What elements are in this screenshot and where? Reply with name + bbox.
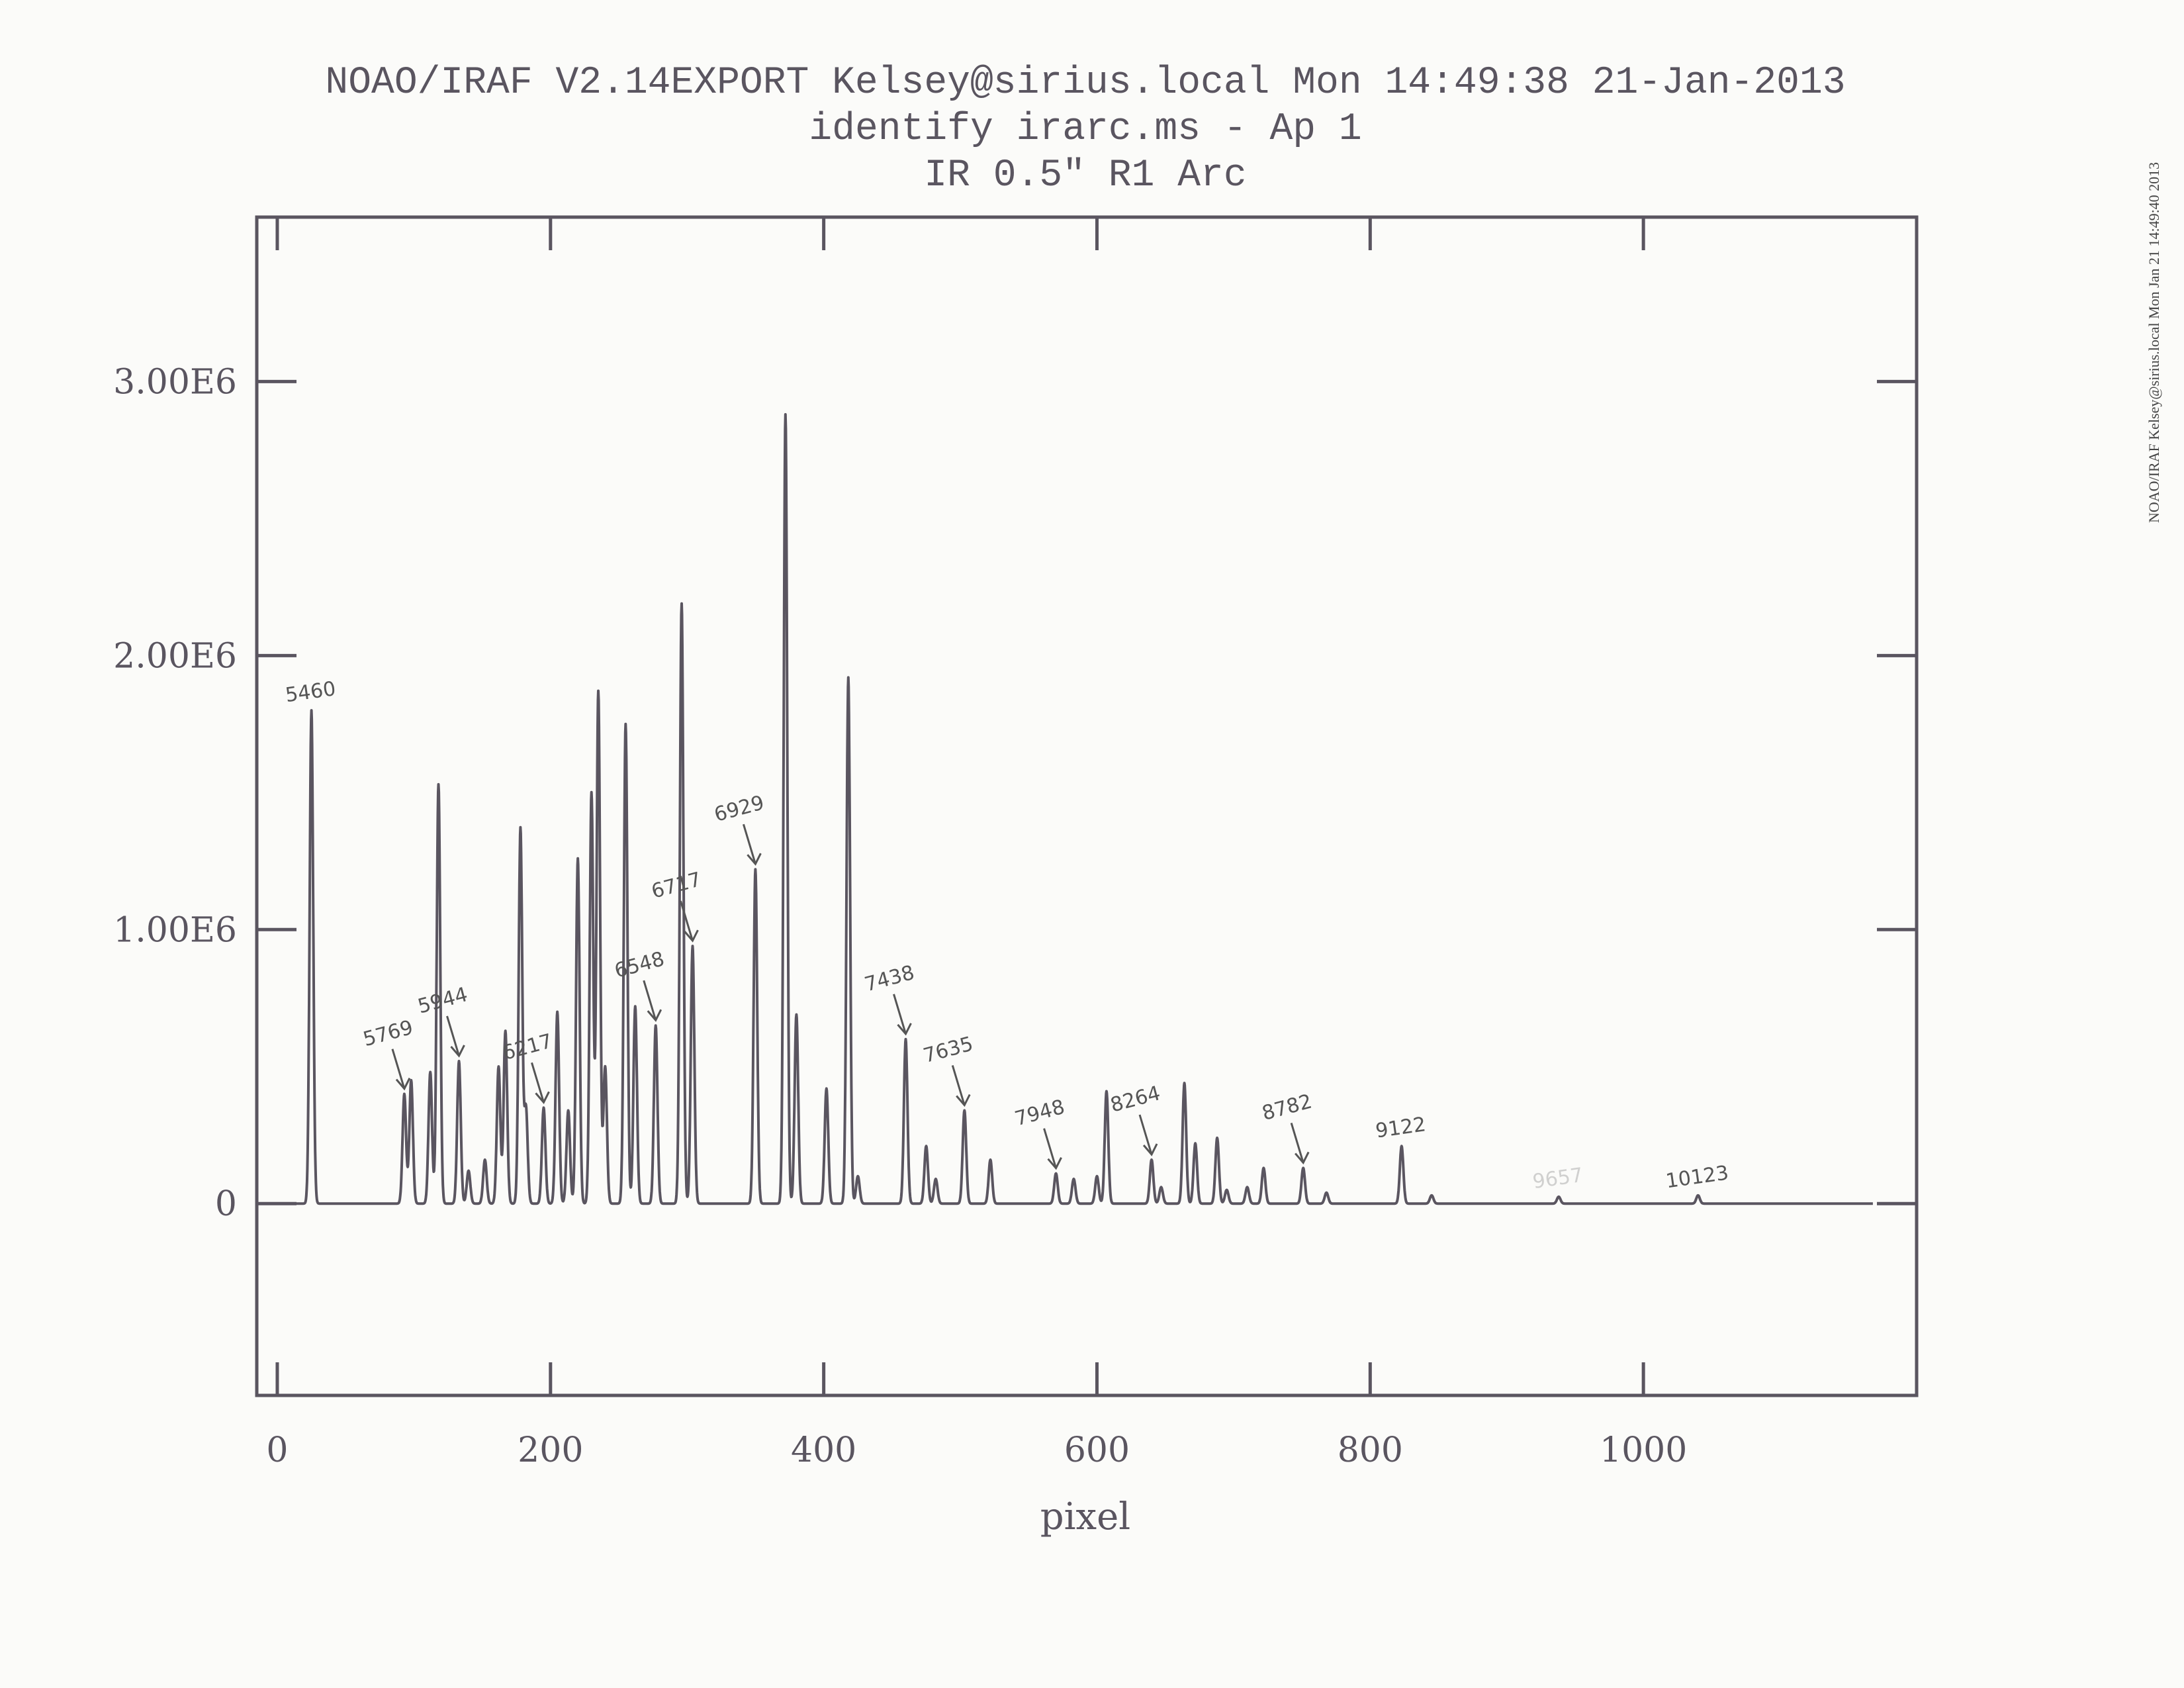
annotation-label: 5460 bbox=[284, 677, 337, 707]
annotation-label: 10123 bbox=[1664, 1161, 1730, 1193]
annotation-arrowhead bbox=[395, 1077, 411, 1091]
annotation-arrowhead bbox=[747, 853, 762, 866]
annotation-label: 9657 bbox=[1531, 1164, 1584, 1194]
line-id-10123: 10123 bbox=[1664, 1161, 1730, 1193]
line-id-8264: 8264 bbox=[1108, 1082, 1163, 1156]
y-tick-label: 2.00E6 bbox=[113, 636, 237, 676]
y-axis-ticks: 0 1.00E6 2.00E6 3.00E6 bbox=[113, 362, 1917, 1224]
annotation-arrowhead bbox=[450, 1045, 465, 1058]
annotation-label: 5944 bbox=[416, 983, 471, 1019]
annotation-label: 5769 bbox=[361, 1016, 416, 1052]
annotation-label: 7635 bbox=[921, 1033, 976, 1068]
annotation-arrow bbox=[446, 1015, 460, 1056]
line-id-7438: 7438 bbox=[862, 961, 917, 1036]
line-id-7948: 7948 bbox=[1013, 1096, 1068, 1170]
annotation-arrowhead bbox=[1295, 1151, 1310, 1165]
line-id-5769: 5769 bbox=[361, 1016, 416, 1091]
line-id-6717: 6717 bbox=[649, 868, 704, 943]
annotation-arrowhead bbox=[535, 1091, 550, 1105]
annotation-arrow bbox=[680, 900, 694, 941]
line-id-6548: 6548 bbox=[612, 947, 667, 1022]
annotation-label: 7438 bbox=[862, 961, 917, 997]
annotation-arrow bbox=[531, 1062, 545, 1103]
annotation-label: 7948 bbox=[1013, 1096, 1068, 1131]
x-tick-label: 800 bbox=[1338, 1430, 1403, 1470]
chart-titles: NOAO/IRAF V2.14EXPORT Kelsey@sirius.loca… bbox=[325, 62, 1845, 197]
line-id-9122: 9122 bbox=[1374, 1113, 1427, 1143]
annotation-arrow bbox=[742, 823, 756, 865]
line-id-8782: 8782 bbox=[1259, 1090, 1314, 1165]
annotation-label: 8264 bbox=[1108, 1082, 1163, 1117]
annotation-arrowhead bbox=[1047, 1157, 1062, 1170]
annotation-arrowhead bbox=[1142, 1143, 1158, 1156]
line-id-5944: 5944 bbox=[416, 983, 471, 1058]
annotation-arrowhead bbox=[684, 929, 699, 943]
spectrum-line bbox=[276, 413, 1874, 1205]
chart-title-line-1: NOAO/IRAF V2.14EXPORT Kelsey@sirius.loca… bbox=[325, 62, 1845, 105]
plot-frame bbox=[255, 215, 1919, 1397]
annotation-label: 8782 bbox=[1259, 1090, 1314, 1125]
y-tick-label: 1.00E6 bbox=[113, 910, 237, 950]
annotation-arrow bbox=[1138, 1114, 1153, 1155]
x-tick-label: 400 bbox=[791, 1430, 856, 1470]
annotation-arrow bbox=[391, 1049, 406, 1090]
x-tick-label: 1000 bbox=[1600, 1430, 1687, 1470]
y-tick-label: 0 bbox=[215, 1184, 237, 1224]
y-tick-label: 3.00E6 bbox=[113, 362, 237, 402]
annotation-arrow bbox=[951, 1065, 966, 1105]
chart-title-line-3: IR 0.5" R1 Arc bbox=[924, 154, 1246, 197]
x-tick-label: 0 bbox=[266, 1430, 288, 1470]
annotation-label: 6548 bbox=[612, 947, 667, 983]
x-tick-label: 200 bbox=[518, 1430, 583, 1470]
annotation-arrow bbox=[1290, 1122, 1304, 1163]
annotation-label: 6217 bbox=[500, 1029, 555, 1065]
chart-title-line-2: identify irarc.ms - Ap 1 bbox=[809, 108, 1361, 151]
line-id-9657: 9657 bbox=[1531, 1164, 1584, 1194]
line-id-7635: 7635 bbox=[921, 1033, 976, 1107]
annotation-arrowhead bbox=[897, 1023, 912, 1036]
annotation-label: 6929 bbox=[712, 791, 767, 827]
x-axis-ticks: 0 200 400 600 800 1000 bbox=[266, 217, 1687, 1470]
x-axis-label: pixel bbox=[1040, 1495, 1130, 1538]
line-id-5460: 5460 bbox=[284, 677, 337, 707]
annotation-arrowhead bbox=[956, 1094, 971, 1107]
annotation-label: 6717 bbox=[649, 868, 704, 904]
side-timestamp: NOAO/IRAF Kelsey@sirius.local Mon Jan 21… bbox=[2146, 162, 2162, 523]
x-tick-label: 600 bbox=[1064, 1430, 1130, 1470]
annotation-arrow bbox=[643, 980, 657, 1021]
annotation-label: 9122 bbox=[1374, 1113, 1427, 1143]
line-id-6929: 6929 bbox=[712, 791, 767, 866]
annotation-arrow bbox=[893, 994, 907, 1035]
annotation-arrowhead bbox=[647, 1009, 662, 1022]
annotation-arrow bbox=[1043, 1128, 1057, 1169]
